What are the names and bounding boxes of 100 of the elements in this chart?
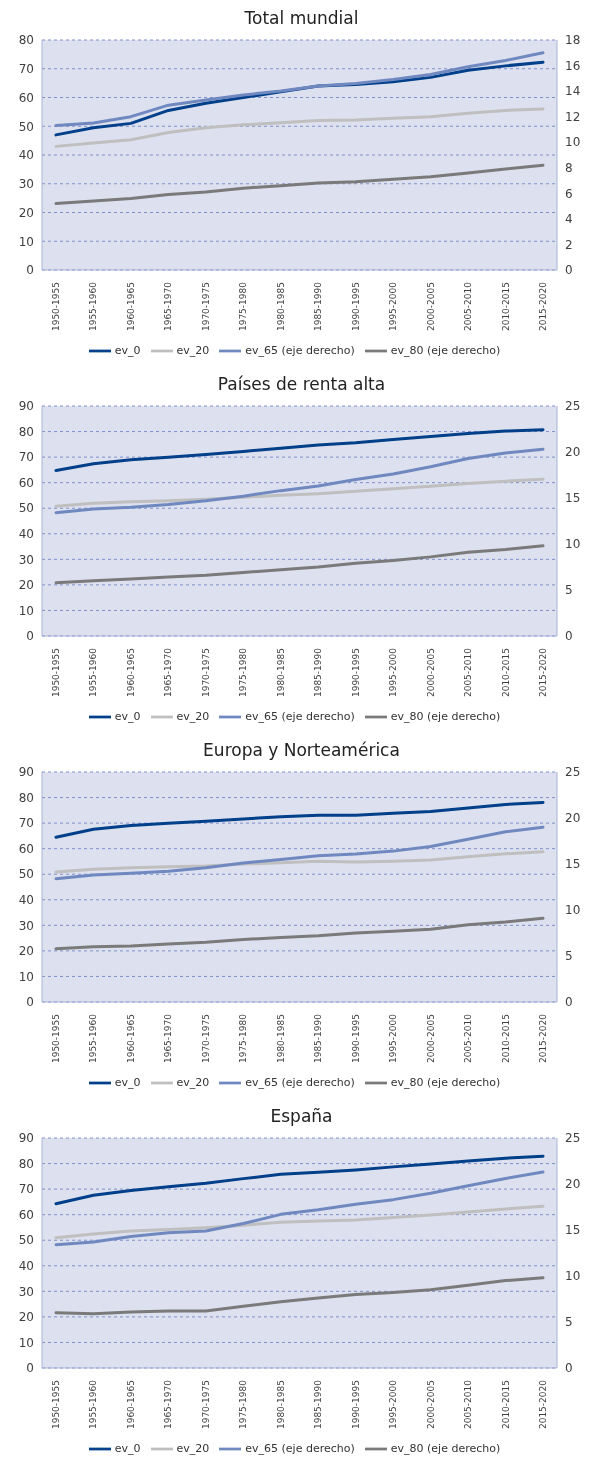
y-tick-label: 40	[18, 527, 34, 542]
x-tick-label: 1950-1955	[51, 1014, 61, 1064]
line-series	[54, 163, 545, 206]
y2-tick-label: 0	[565, 629, 573, 644]
y-tick-label: 80	[18, 33, 34, 48]
y-tick-label: 0	[26, 995, 34, 1010]
legend-label: ev_20	[176, 344, 210, 357]
y2-tick-label: 20	[565, 811, 581, 826]
y-tick-label: 60	[18, 90, 34, 105]
y-tick-label: 0	[26, 263, 34, 278]
y-tick-label: 60	[18, 841, 34, 856]
x-tick-label: 1985-1990	[313, 647, 324, 698]
y-tick-label: 10	[18, 234, 34, 249]
x-tick-label: 1985-1990	[313, 281, 324, 332]
y2-tick-label: 15	[565, 1223, 581, 1238]
y2-tick-label: 20	[565, 1177, 581, 1192]
x-tick-label: 1955-1960	[88, 647, 99, 698]
y-tick-label: 80	[18, 1156, 34, 1171]
y-tick-label: 70	[18, 450, 34, 465]
y2-tick-label: 10	[565, 903, 581, 918]
line-series	[54, 1170, 545, 1247]
y-tick-label: 90	[18, 1131, 34, 1146]
line-series	[54, 51, 545, 128]
line-series	[54, 1154, 545, 1206]
x-tick-label: 2005-2010	[463, 647, 474, 698]
x-tick-label: 1965-1970	[163, 1013, 174, 1064]
x-tick-label: 1960-1965	[125, 282, 136, 332]
legend-label: ev_65 (eje derecho)	[245, 344, 355, 357]
x-tick-label: 2000-2005	[425, 282, 436, 332]
legend-label: ev_20	[176, 710, 210, 723]
x-tick-label: 1960-1965	[125, 648, 136, 698]
legend-label: ev_80 (eje derecho)	[390, 344, 501, 357]
line-series	[54, 825, 545, 881]
line-series	[54, 447, 545, 515]
x-tick-label: 1995-2000	[388, 1379, 399, 1430]
y-tick-label: 40	[18, 1259, 34, 1274]
x-tick-label: 1970-1975	[200, 282, 211, 332]
x-tick-label: 2005-2010	[463, 281, 474, 332]
y-tick-label: 0	[26, 1361, 34, 1376]
legend-label: ev_20	[176, 1442, 210, 1455]
x-tick-label: 1990-1995	[350, 1380, 361, 1430]
x-tick-label: 1960-1965	[125, 1014, 136, 1064]
y-tick-label: 30	[18, 918, 34, 933]
y-tick-label: 60	[18, 475, 34, 490]
y-tick-label: 30	[18, 177, 34, 192]
x-tick-label: 1995-2000	[388, 281, 399, 332]
x-tick-label: 1955-1960	[88, 1379, 99, 1430]
x-tick-label: 2010-2015	[500, 1014, 511, 1064]
y2-tick-label: 15	[565, 491, 581, 506]
y-tick-label: 90	[18, 765, 34, 780]
y-tick-label: 50	[18, 501, 34, 516]
line-series	[54, 477, 545, 508]
y2-tick-label: 18	[565, 33, 581, 48]
x-tick-label: 2010-2015	[500, 648, 511, 698]
y-tick-label: 60	[18, 1207, 34, 1222]
x-tick-label: 2005-2010	[463, 1013, 474, 1064]
x-tick-label: 1970-1975	[200, 1014, 211, 1064]
y2-tick-label: 10	[565, 537, 581, 552]
x-tick-label: 1960-1965	[125, 1380, 136, 1430]
x-tick-label: 1955-1960	[88, 281, 99, 332]
y-tick-label: 40	[18, 148, 34, 163]
legend-label: ev_80 (eje derecho)	[390, 1076, 501, 1089]
legend-label: ev_0	[114, 710, 141, 723]
x-tick-label: 1980-1985	[275, 1014, 286, 1064]
y-tick-label: 50	[18, 1233, 34, 1248]
x-tick-label: 1970-1975	[200, 1380, 211, 1430]
y-tick-label: 70	[18, 816, 34, 831]
x-tick-label: 1990-1995	[350, 282, 361, 332]
y2-tick-label: 16	[565, 58, 581, 73]
y-tick-label: 80	[18, 424, 34, 439]
legend-label: ev_65 (eje derecho)	[245, 1076, 355, 1089]
x-tick-label: 2000-2005	[425, 648, 436, 698]
x-tick-label: 1980-1985	[275, 1380, 286, 1430]
line-series	[54, 800, 545, 839]
y2-tick-label: 10	[565, 135, 581, 150]
y2-tick-label: 14	[565, 84, 581, 99]
line-series	[54, 544, 545, 585]
y2-tick-label: 8	[565, 161, 573, 176]
x-tick-label: 1985-1990	[313, 1013, 324, 1064]
x-tick-label: 2015-2020	[538, 281, 548, 332]
y-tick-label: 20	[18, 205, 34, 220]
x-tick-label: 2010-2015	[500, 282, 511, 332]
x-tick-label: 1965-1970	[163, 281, 174, 332]
legend-label: ev_0	[114, 344, 141, 357]
y2-tick-label: 25	[565, 1131, 581, 1146]
y2-tick-label: 25	[565, 399, 581, 414]
chart-title: Europa y Norteamérica	[202, 740, 401, 762]
x-tick-label: 1950-1955	[51, 1380, 61, 1430]
line-series	[54, 850, 545, 874]
y2-tick-label: 6	[565, 186, 573, 201]
y-tick-label: 20	[18, 1310, 34, 1325]
y2-tick-label: 4	[565, 212, 573, 227]
y2-tick-label: 5	[565, 949, 573, 964]
legend-label: ev_0	[114, 1076, 141, 1089]
x-tick-label: 1985-1990	[313, 1379, 324, 1430]
x-tick-label: 2015-2020	[538, 647, 548, 698]
y-tick-label: 10	[18, 969, 34, 984]
legend-label: ev_0	[114, 1442, 141, 1455]
x-tick-label: 1975-1980	[238, 647, 249, 698]
y-tick-label: 90	[18, 399, 34, 414]
